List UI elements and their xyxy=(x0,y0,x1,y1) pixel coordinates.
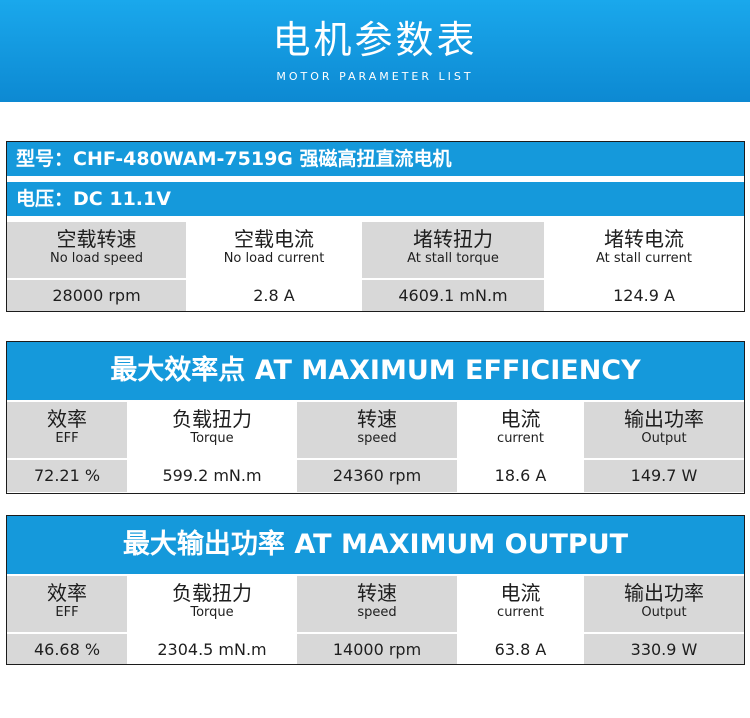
out-value-output: 330.9 W xyxy=(584,634,744,664)
out-header-output: 输出功率 Output xyxy=(584,576,744,632)
spec-header-no-load-speed: 空载转速 No load speed xyxy=(7,222,186,278)
out-header-speed: 转速 speed xyxy=(297,576,457,632)
header-banner: 电机参数表 MOTOR PARAMETER LIST xyxy=(0,0,750,102)
spec-value-stall-current: 124.9 A xyxy=(544,280,744,311)
spec-header-stall-current: 堵转电流 At stall current xyxy=(544,222,744,278)
spec-value-no-load-current: 2.8 A xyxy=(186,280,362,311)
voltage-label: 电压： xyxy=(16,188,74,210)
out-value-current: 63.8 A xyxy=(457,634,584,664)
out-value-speed: 14000 rpm xyxy=(297,634,457,664)
eff-header-current: 电流 current xyxy=(457,402,584,458)
page-title: 电机参数表 xyxy=(272,18,478,62)
eff-header-output: 输出功率 Output xyxy=(584,402,744,458)
out-header-current: 电流 current xyxy=(457,576,584,632)
max-output-header-row: 效率 EFF 负载扭力 Torque 转速 speed 电流 current 输出功率 O… xyxy=(7,576,744,632)
voltage-value: DC 11.1V xyxy=(73,188,171,210)
spec-table: 型号：CHF-480WAM-7519G 强磁高扭直流电机 电压：DC 11.1V… xyxy=(6,141,745,312)
eff-value-eff: 72.21 % xyxy=(7,460,127,492)
out-value-eff: 46.68 % xyxy=(7,634,127,664)
max-output-table: 最大输出功率 AT MAXIMUM OUTPUT 效率 EFF 负载扭力 Torqu… xyxy=(6,515,745,665)
out-header-torque: 负载扭力 Torque xyxy=(127,576,297,632)
max-output-title: 最大输出功率 AT MAXIMUM OUTPUT xyxy=(7,516,744,574)
eff-header-torque: 负载扭力 Torque xyxy=(127,402,297,458)
voltage-line: 电压：DC 11.1V xyxy=(7,182,744,216)
model-value: CHF-480WAM-7519G 强磁高扭直流电机 xyxy=(73,148,452,170)
max-efficiency-title: 最大效率点 AT MAXIMUM EFFICIENCY xyxy=(7,342,744,400)
spec-value-row: 28000 rpm 2.8 A 4609.1 mN.m 124.9 A xyxy=(7,280,744,311)
model-label: 型号： xyxy=(16,148,74,170)
out-header-eff: 效率 EFF xyxy=(7,576,127,632)
max-efficiency-table: 最大效率点 AT MAXIMUM EFFICIENCY 效率 EFF 负载扭力 To… xyxy=(6,341,745,494)
model-line: 型号：CHF-480WAM-7519G 强磁高扭直流电机 xyxy=(7,142,744,176)
max-output-value-row: 46.68 % 2304.5 mN.m 14000 rpm 63.8 A 330… xyxy=(7,634,744,664)
spec-header-stall-torque: 堵转扭力 At stall torque xyxy=(362,222,544,278)
eff-value-torque: 599.2 mN.m xyxy=(127,460,297,492)
eff-value-current: 18.6 A xyxy=(457,460,584,492)
eff-header-eff: 效率 EFF xyxy=(7,402,127,458)
eff-value-speed: 24360 rpm xyxy=(297,460,457,492)
spec-header-row: 空载转速 No load speed 空载电流 No load current 堵转… xyxy=(7,222,744,278)
max-efficiency-header-row: 效率 EFF 负载扭力 Torque 转速 speed 电流 current 输出功率 O… xyxy=(7,402,744,458)
max-efficiency-value-row: 72.21 % 599.2 mN.m 24360 rpm 18.6 A 149.… xyxy=(7,460,744,492)
page-subtitle: MOTOR PARAMETER LIST xyxy=(276,70,474,83)
eff-value-output: 149.7 W xyxy=(584,460,744,492)
spec-header-no-load-current: 空载电流 No load current xyxy=(186,222,362,278)
eff-header-speed: 转速 speed xyxy=(297,402,457,458)
out-value-torque: 2304.5 mN.m xyxy=(127,634,297,664)
spec-value-no-load-speed: 28000 rpm xyxy=(7,280,186,311)
spec-value-stall-torque: 4609.1 mN.m xyxy=(362,280,544,311)
